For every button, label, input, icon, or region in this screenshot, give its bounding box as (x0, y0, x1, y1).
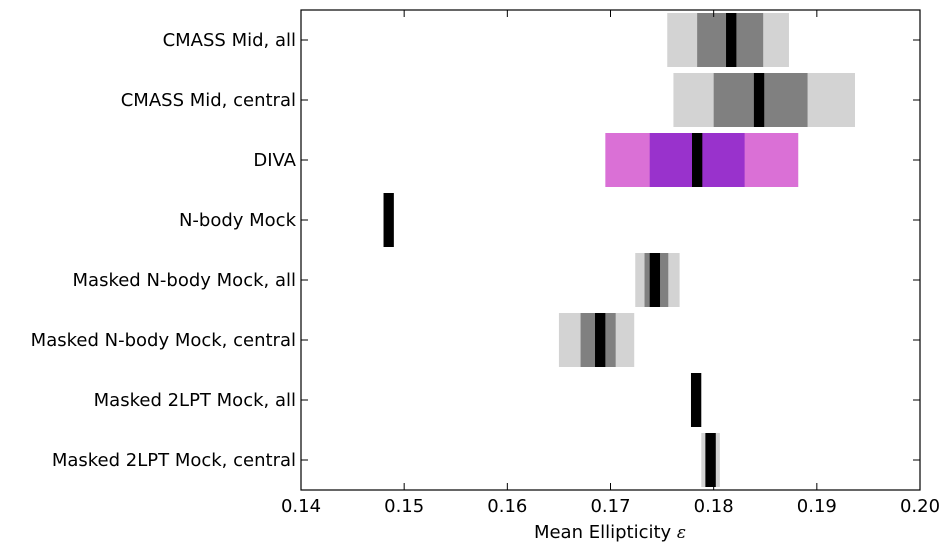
x-tick-label: 0.15 (384, 496, 424, 517)
ticks-layer (300, 10, 921, 490)
x-tick-label: 0.14 (281, 496, 321, 517)
bar-center (692, 133, 703, 187)
y-tick-label: CMASS Mid, central (121, 90, 296, 111)
bar-center (595, 313, 606, 367)
bar-center (705, 433, 716, 487)
x-axis-title-text: Mean Ellipticity (534, 522, 677, 543)
bar-center (753, 73, 765, 127)
y-tick-label: DIVA (253, 150, 296, 171)
labels-layer: CMASS Mid, all CMASS Mid, central DIVA N-bo… (31, 30, 940, 517)
y-tick-label: Masked N-body Mock, all (73, 270, 296, 291)
bar-center (726, 13, 737, 67)
y-tick-label: Masked 2LPT Mock, central (52, 450, 296, 471)
y-tick-label: Masked 2LPT Mock, all (94, 390, 296, 411)
x-tick-label: 0.20 (900, 496, 940, 517)
x-tick-label: 0.19 (797, 496, 837, 517)
x-tick-label: 0.17 (590, 496, 630, 517)
bar-center (649, 253, 661, 307)
x-tick-label: 0.18 (694, 496, 734, 517)
y-tick-label: Masked N-body Mock, central (31, 330, 296, 351)
y-tick-label: N-body Mock (179, 210, 297, 231)
bar-center (690, 373, 702, 427)
x-tick-label: 0.16 (487, 496, 527, 517)
bar-center (383, 193, 394, 247)
bars-layer (383, 13, 855, 487)
y-tick-label: CMASS Mid, all (163, 30, 296, 51)
x-axis-title: Mean Ellipticity ε (534, 522, 686, 543)
x-axis-title-symbol: ε (677, 523, 686, 543)
